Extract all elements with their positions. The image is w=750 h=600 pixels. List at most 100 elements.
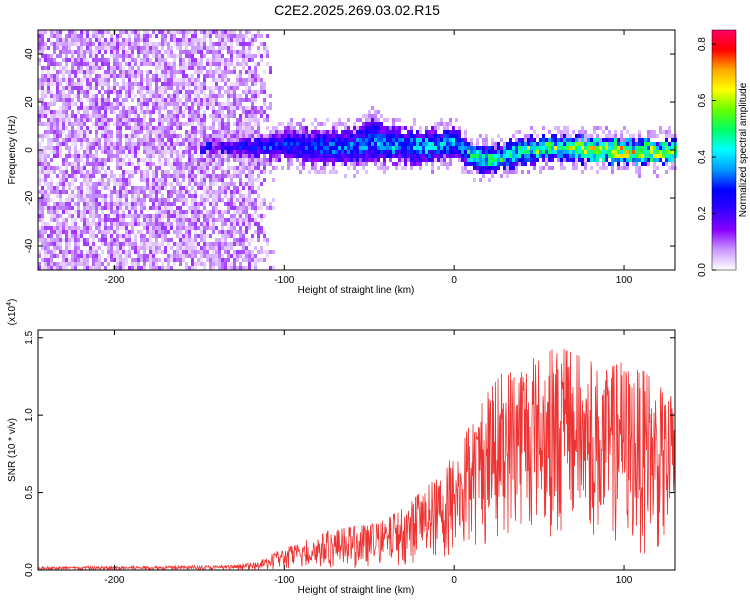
heatmap-cell [584, 134, 587, 138]
heatmap-cell [128, 46, 131, 50]
heatmap-cell [77, 86, 80, 90]
heatmap-cell [131, 150, 134, 154]
heatmap-cell [227, 166, 230, 170]
heatmap-cell [161, 186, 164, 190]
heatmap-cell [203, 54, 206, 58]
heatmap-cell [563, 154, 566, 158]
heatmap-cell [260, 150, 263, 154]
heatmap-cell [164, 82, 167, 86]
heatmap-cell [56, 70, 59, 74]
heatmap-cell [254, 218, 257, 222]
heatmap-cell [242, 122, 245, 126]
heatmap-cell [647, 158, 650, 162]
heatmap-cell [254, 130, 257, 134]
heatmap-cell [98, 138, 101, 142]
heatmap-cell [182, 150, 185, 154]
heatmap-cell [224, 134, 227, 138]
heatmap-cell [482, 174, 485, 178]
heatmap-cell [95, 146, 98, 150]
heatmap-cell [212, 150, 215, 154]
heatmap-cell [125, 234, 128, 238]
heatmap-cell [239, 170, 242, 174]
heatmap-cell [65, 86, 68, 90]
heatmap-cell [164, 70, 167, 74]
heatmap-cell [137, 266, 140, 270]
heatmap-cell [86, 174, 89, 178]
heatmap-cell [98, 46, 101, 50]
spectrogram-xtick-label: -100 [274, 275, 294, 286]
heatmap-cell [122, 38, 125, 42]
heatmap-cell [98, 102, 101, 106]
heatmap-cell [299, 122, 302, 126]
heatmap-cell [101, 106, 104, 110]
heatmap-cell [110, 66, 113, 70]
heatmap-cell [92, 258, 95, 262]
heatmap-cell [332, 134, 335, 138]
heatmap-cell [47, 62, 50, 66]
heatmap-cell [212, 242, 215, 246]
heatmap-cell [203, 138, 206, 142]
heatmap-cell [179, 134, 182, 138]
heatmap-cell [83, 38, 86, 42]
heatmap-cell [53, 210, 56, 214]
heatmap-cell [134, 186, 137, 190]
heatmap-cell [530, 146, 533, 150]
heatmap-cell [251, 150, 254, 154]
heatmap-cell [245, 130, 248, 134]
heatmap-cell [662, 146, 665, 150]
heatmap-cell [242, 126, 245, 130]
heatmap-cell [95, 266, 98, 270]
heatmap-cell [194, 262, 197, 266]
heatmap-cell [374, 118, 377, 122]
heatmap-cell [65, 210, 68, 214]
heatmap-cell [623, 166, 626, 170]
heatmap-cell [188, 58, 191, 62]
heatmap-cell [59, 82, 62, 86]
heatmap-cell [125, 74, 128, 78]
heatmap-cell [107, 206, 110, 210]
heatmap-cell [260, 202, 263, 206]
heatmap-cell [497, 142, 500, 146]
heatmap-cell [107, 150, 110, 154]
heatmap-cell [245, 258, 248, 262]
heatmap-cell [68, 118, 71, 122]
heatmap-cell [77, 154, 80, 158]
heatmap-cell [386, 130, 389, 134]
heatmap-cell [197, 210, 200, 214]
heatmap-cell [80, 126, 83, 130]
heatmap-cell [494, 142, 497, 146]
heatmap-cell [173, 34, 176, 38]
heatmap-cell [200, 198, 203, 202]
heatmap-cell [65, 258, 68, 262]
heatmap-cell [146, 42, 149, 46]
heatmap-cell [629, 158, 632, 162]
heatmap-cell [59, 94, 62, 98]
heatmap-cell [170, 102, 173, 106]
heatmap-cell [665, 170, 668, 174]
heatmap-cell [134, 198, 137, 202]
heatmap-cell [584, 138, 587, 142]
heatmap-cell [128, 234, 131, 238]
heatmap-cell [230, 146, 233, 150]
heatmap-cell [209, 138, 212, 142]
heatmap-cell [248, 118, 251, 122]
heatmap-cell [53, 226, 56, 230]
heatmap-cell [65, 54, 68, 58]
heatmap-cell [59, 178, 62, 182]
heatmap-cell [89, 250, 92, 254]
heatmap-cell [227, 206, 230, 210]
heatmap-cell [119, 86, 122, 90]
heatmap-cell [167, 258, 170, 262]
heatmap-cell [98, 214, 101, 218]
heatmap-cell [209, 142, 212, 146]
heatmap-cell [416, 150, 419, 154]
heatmap-cell [263, 258, 266, 262]
heatmap-cell [512, 170, 515, 174]
heatmap-cell [569, 150, 572, 154]
heatmap-cell [164, 106, 167, 110]
heatmap-cell [530, 126, 533, 130]
heatmap-cell [119, 194, 122, 198]
heatmap-cell [200, 70, 203, 74]
heatmap-cell [320, 134, 323, 138]
heatmap-cell [263, 118, 266, 122]
